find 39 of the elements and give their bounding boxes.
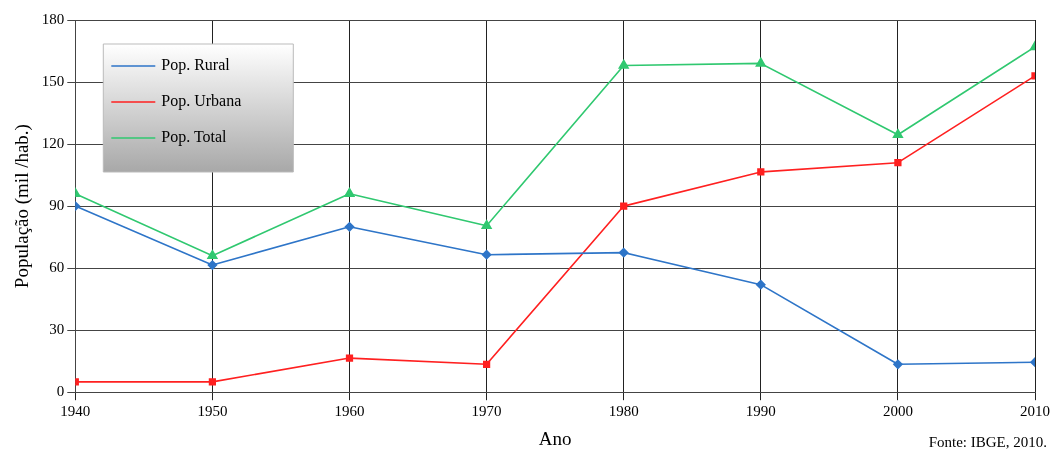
y-axis-title: População (mil /hab.) (11, 124, 34, 289)
legend-label: Pop. Total (161, 128, 228, 147)
legend-label: Pop. Rural (161, 56, 231, 75)
point (618, 59, 629, 69)
point (482, 360, 491, 368)
point (892, 128, 904, 139)
legend-label: Pop. Urbana (161, 92, 242, 111)
point (208, 378, 217, 386)
x-tick-label: 1940 (60, 403, 91, 420)
y-tick-label: 150 (41, 72, 65, 89)
point (620, 202, 628, 210)
point (894, 159, 902, 167)
point (618, 247, 629, 258)
x-axis-title: Ano (538, 427, 572, 449)
x-tick-label: 1970 (471, 403, 502, 420)
y-tick-label: 180 (41, 10, 65, 27)
y-tick-label: 30 (49, 321, 65, 338)
x-tick-label: 2000 (882, 403, 913, 420)
x-tick-label: 1990 (745, 403, 776, 420)
source-note: Fonte: IBGE, 2010. (928, 434, 1047, 451)
x-tick-label: 1950 (197, 403, 228, 420)
y-tick-label: 90 (49, 197, 65, 214)
point (345, 354, 354, 362)
point (481, 249, 492, 260)
point (893, 359, 903, 370)
point (757, 168, 765, 176)
x-tick-label: 1980 (608, 403, 639, 420)
point (344, 221, 355, 232)
x-tick-label: 1960 (334, 403, 365, 420)
point (481, 219, 492, 230)
point (207, 249, 218, 260)
y-tick-label: 60 (49, 259, 65, 276)
point (755, 57, 766, 67)
point (207, 260, 218, 270)
y-tick-label: 0 (56, 383, 65, 400)
point (344, 187, 355, 197)
y-tick-label: 120 (41, 135, 65, 151)
x-tick-label: 2010 (1020, 403, 1050, 420)
point (756, 279, 766, 290)
